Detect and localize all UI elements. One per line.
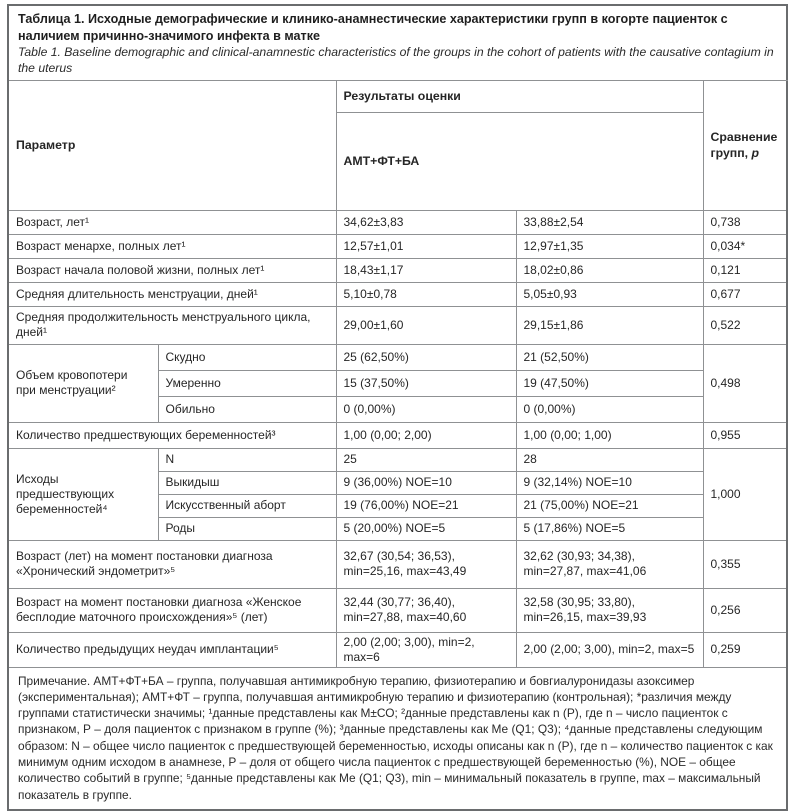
param-cell: Средняя длительность менструации, дней¹ — [7, 281, 337, 307]
table-row-group: Роды 5 (20,00%) NOE=5 5 (17,86%) NOE=5 — [8, 516, 787, 541]
caption-cell: Таблица 1. Исходные демографические и кл… — [7, 4, 788, 82]
value-cell: 29,15±1,86 — [515, 305, 704, 345]
param-cell: Возраст начала половой жизни, полных лет… — [7, 257, 337, 283]
param-cell: Возраст, лет¹ — [7, 209, 337, 235]
value-cell: 19 (47,50%) — [515, 369, 704, 397]
header-group-amt-ft-ba: АМТ+ФТ+БА — [335, 112, 704, 211]
table-title-ru: Таблица 1. Исходные демографические и кл… — [18, 12, 728, 43]
header-row-2: АМТ+ФТ+БА АМТ+ФТ — [8, 112, 787, 211]
value-cell: 25 (62,50%) — [335, 343, 517, 371]
table-row-group: Умеренно 15 (37,50%) 19 (47,50%) — [8, 369, 787, 397]
caption-row: Таблица 1. Исходные демографические и кл… — [7, 4, 788, 82]
table-row-group: Выкидыш 9 (36,00%) NOE=10 9 (32,14%) NOE… — [8, 470, 787, 495]
value-cell: 21 (75,00%) NOE=21 — [515, 493, 704, 518]
sub-label-cell: Умеренно — [157, 369, 337, 397]
header-row-1: Параметр Результаты оценки Сравнение гру… — [7, 80, 788, 211]
p-cell: 0,738 — [702, 209, 788, 235]
table-row: Количество предшествующих беременностей³… — [7, 421, 788, 449]
value-cell: 9 (36,00%) NOE=10 — [335, 470, 517, 495]
sub-label-cell: Роды — [157, 516, 337, 541]
p-cell: 0,498 — [702, 343, 788, 423]
value-cell: 2,00 (2,00; 3,00), min=2, max=6 — [335, 631, 517, 668]
value-cell: 32,58 (30,95; 33,80), min=26,15, max=39,… — [515, 587, 704, 633]
value-cell: 33,88±2,54 — [515, 209, 704, 235]
value-cell: 5 (20,00%) NOE=5 — [335, 516, 517, 541]
sub-label-cell: N — [157, 447, 337, 472]
value-cell: 9 (32,14%) NOE=10 — [515, 470, 704, 495]
value-cell: 34,62±3,83 — [335, 209, 517, 235]
value-cell: 5,05±0,93 — [515, 281, 704, 307]
header-param: Параметр — [7, 80, 337, 211]
header-compare-text: Сравнение групп, — [710, 130, 778, 160]
p-cell: 0,034* — [702, 233, 788, 259]
table-row-group: Объем кровопотери при менструации² Скудн… — [7, 343, 788, 423]
table-row-group: Искусственный аборт 19 (76,00%) NOE=21 2… — [8, 493, 787, 518]
p-cell: 0,259 — [702, 631, 788, 668]
value-cell: 32,67 (30,54; 36,53), min=25,16, max=43,… — [335, 539, 517, 589]
table-row: Возраст начала половой жизни, полных лет… — [7, 257, 788, 283]
sub-label-cell: Обильно — [157, 395, 337, 423]
param-cell: Возраст менархе, полных лет¹ — [7, 233, 337, 259]
sub-label-cell: Выкидыш — [157, 470, 337, 495]
param-cell: Количество предыдущих неудач имплантации… — [7, 631, 337, 668]
group-label-cell: Объем кровопотери при менструации² — [7, 343, 159, 423]
param-cell: Количество предшествующих беременностей³ — [7, 421, 337, 449]
table-row-group: Обильно 0 (0,00%) 0 (0,00%) — [8, 395, 787, 423]
p-cell: 0,256 — [702, 587, 788, 633]
value-cell: 18,02±0,86 — [515, 257, 704, 283]
table-row: Средняя продолжительность менструального… — [7, 305, 788, 345]
value-cell: 32,62 (30,93; 34,38), min=27,87, max=41,… — [515, 539, 704, 589]
value-cell: 5,10±0,78 — [335, 281, 517, 307]
p-cell: 0,677 — [702, 281, 788, 307]
value-cell: 21 (52,50%) — [515, 343, 704, 371]
value-cell: 1,00 (0,00; 2,00) — [335, 421, 517, 449]
value-cell: 12,57±1,01 — [335, 233, 517, 259]
value-cell: 29,00±1,60 — [335, 305, 517, 345]
table-row-group: Исходы предшествующих беременностей⁴ N 2… — [7, 447, 788, 541]
p-cell: 0,121 — [702, 257, 788, 283]
value-cell: 1,00 (0,00; 1,00) — [515, 421, 704, 449]
param-cell: Средняя продолжительность менструального… — [7, 305, 337, 345]
header-compare-p: p — [751, 145, 760, 160]
value-cell: 28 — [515, 447, 704, 472]
table-row: Количество предыдущих неудач имплантации… — [7, 631, 788, 668]
value-cell: 32,44 (30,77; 36,40), min=27,88, max=40,… — [335, 587, 517, 633]
param-cell: Возраст на момент постановки диагноза «Ж… — [7, 587, 337, 633]
header-results: Результаты оценки — [335, 80, 704, 114]
table-row: Возраст (лет) на момент постановки диагн… — [7, 539, 788, 589]
value-cell: 0 (0,00%) — [335, 395, 517, 423]
value-cell: 2,00 (2,00; 3,00), min=2, max=5 — [515, 631, 704, 668]
p-cell: 0,355 — [702, 539, 788, 589]
value-cell: 25 — [335, 447, 517, 472]
value-cell: 19 (76,00%) NOE=21 — [335, 493, 517, 518]
table-footnote: Примечание. АМТ+ФТ+БА – группа, получавш… — [7, 666, 788, 811]
table-row: Возраст, лет¹ 34,62±3,83 33,88±2,54 0,73… — [7, 209, 788, 235]
table-row: Средняя длительность менструации, дней¹ … — [7, 281, 788, 307]
table-title-en: Table 1. Baseline demographic and clinic… — [18, 45, 774, 75]
table-row: Возраст на момент постановки диагноза «Ж… — [7, 587, 788, 633]
value-cell: 12,97±1,35 — [515, 233, 704, 259]
header-compare: Сравнение групп, p — [702, 80, 788, 211]
value-cell: 15 (37,50%) — [335, 369, 517, 397]
p-cell: 0,522 — [702, 305, 788, 345]
group-label-cell: Исходы предшествующих беременностей⁴ — [7, 447, 159, 541]
param-cell: Возраст (лет) на момент постановки диагн… — [7, 539, 337, 589]
sub-label-cell: Скудно — [157, 343, 337, 371]
p-cell: 0,955 — [702, 421, 788, 449]
page: Таблица 1. Исходные демографические и кл… — [7, 4, 788, 811]
baseline-characteristics-table: Таблица 1. Исходные демографические и кл… — [7, 4, 788, 811]
value-cell: 0 (0,00%) — [515, 395, 704, 423]
footnote-row: Примечание. АМТ+ФТ+БА – группа, получавш… — [7, 666, 788, 811]
p-cell: 1,000 — [702, 447, 788, 541]
value-cell: 5 (17,86%) NOE=5 — [515, 516, 704, 541]
table-row: Возраст менархе, полных лет¹ 12,57±1,01 … — [7, 233, 788, 259]
value-cell: 18,43±1,17 — [335, 257, 517, 283]
sub-label-cell: Искусственный аборт — [157, 493, 337, 518]
